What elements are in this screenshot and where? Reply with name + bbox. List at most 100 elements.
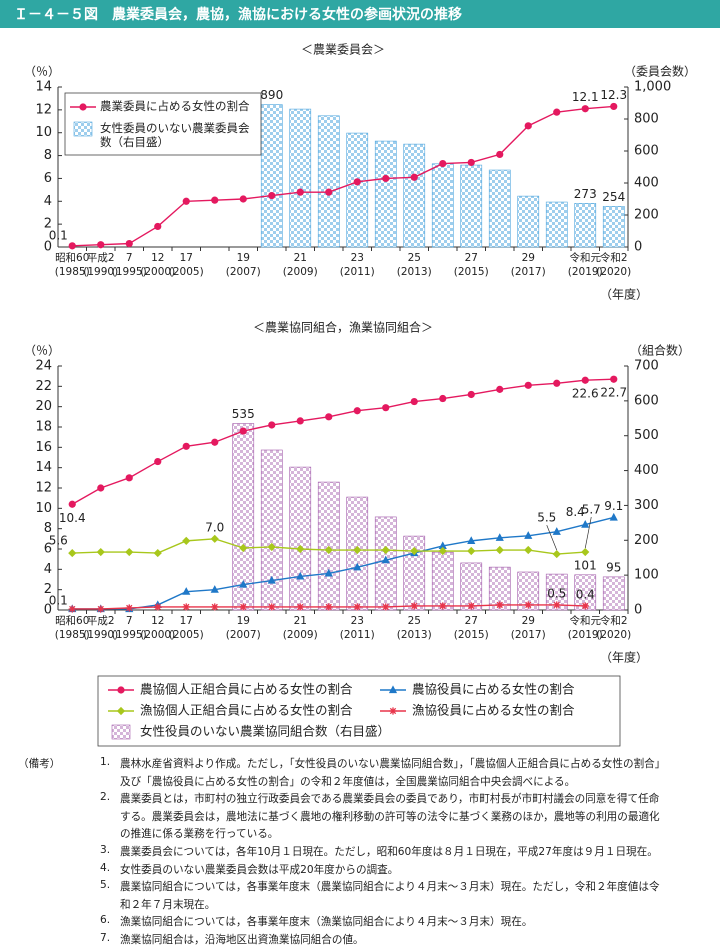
marker — [467, 158, 475, 167]
marker — [153, 548, 162, 558]
x-tick-label: 23 — [351, 252, 364, 264]
marker — [97, 241, 105, 249]
x-tick-sublabel: (2000) — [140, 266, 175, 278]
marker — [267, 575, 276, 584]
y2-tick-label: 200 — [634, 208, 659, 223]
x-tick-sublabel: (1985) — [55, 266, 90, 278]
marker — [439, 159, 447, 168]
marker — [496, 385, 504, 393]
marker — [552, 549, 561, 559]
marker — [467, 546, 476, 556]
marker — [495, 545, 504, 555]
y2-tick-label: 200 — [634, 533, 659, 548]
note-text: の推進に係る業務を行っている。 — [120, 828, 279, 841]
x-tick-sublabel: (2017) — [511, 629, 546, 641]
leader-line — [546, 524, 558, 551]
marker — [182, 603, 190, 611]
marker — [97, 484, 105, 492]
note-text: 和２年７月末現在。 — [120, 898, 216, 911]
x-tick-label: 7 — [126, 615, 133, 627]
x-tick-sublabel: (2013) — [397, 629, 432, 641]
data-label: 0.1 — [49, 228, 68, 242]
x-tick-label: 25 — [408, 615, 421, 627]
data-label: 95 — [606, 560, 621, 574]
marker — [182, 197, 190, 205]
legend-entry: 女性委員のいない農業委員会数（右目盛） — [100, 121, 250, 149]
marker — [382, 174, 390, 183]
marker — [581, 376, 589, 384]
legend-swatch — [73, 121, 93, 137]
data-label: 22.6 — [572, 387, 599, 401]
marker — [125, 547, 134, 557]
y-tick-label: 4 — [44, 562, 52, 577]
marker — [268, 603, 276, 611]
x-tick-label: 27 — [465, 615, 478, 627]
bar — [517, 571, 540, 611]
y-tick-label: 2 — [44, 217, 52, 232]
bar — [602, 206, 625, 248]
y2-tick-label: 300 — [634, 498, 659, 513]
legend-marker — [117, 686, 125, 694]
legend-entry: 農業委員に占める女性の割合 — [100, 99, 250, 113]
x-tick-sublabel: (2009) — [283, 629, 318, 641]
x-tick-sublabel: (1995) — [112, 266, 147, 278]
marker — [268, 191, 276, 200]
marker — [239, 579, 248, 588]
x-tick-sublabel: (2020) — [596, 629, 631, 641]
marker — [68, 242, 76, 250]
y2-tick-label: 700 — [634, 359, 659, 374]
x-tick-label: 7 — [126, 252, 133, 264]
data-label: 890 — [260, 88, 283, 102]
marker — [581, 602, 589, 610]
y2-tick-label: 1,000 — [634, 80, 671, 95]
x-tick-label: 昭和60 — [55, 615, 89, 627]
bar — [574, 203, 597, 248]
line — [72, 105, 614, 247]
y2-tick-label: 0 — [634, 603, 642, 618]
marker — [467, 390, 475, 399]
marker — [353, 562, 362, 571]
bar — [574, 574, 597, 611]
marker — [581, 105, 589, 113]
x-tick-sublabel: (2009) — [283, 266, 318, 278]
legend-box — [64, 92, 262, 156]
marker — [552, 527, 561, 535]
data-label: 12.1 — [572, 90, 599, 104]
marker — [68, 605, 76, 613]
x-tick-label: 19 — [237, 615, 250, 627]
x-tick-label: 29 — [522, 615, 535, 627]
y-tick-label: 24 — [35, 359, 52, 374]
x-tick-label: 29 — [522, 252, 535, 264]
marker — [125, 239, 133, 248]
legend-marker — [116, 706, 126, 716]
marker — [324, 568, 333, 577]
marker — [325, 413, 333, 421]
x-tick-sublabel: (2007) — [226, 266, 261, 278]
chart-subtitle: ＜農業協同組合，漁業協同組合＞ — [253, 320, 433, 335]
x-tick-sublabel: (2011) — [340, 266, 375, 278]
bar — [374, 516, 397, 611]
data-label: 273 — [574, 187, 597, 201]
bar — [403, 143, 426, 248]
title-bar — [0, 0, 720, 28]
marker — [239, 427, 247, 435]
y-tick-label: 8 — [44, 148, 52, 163]
y2-unit-label: （委員会数） — [624, 64, 696, 79]
marker — [154, 603, 162, 611]
marker — [182, 536, 191, 545]
x-tick-label: 21 — [294, 252, 307, 264]
marker — [239, 543, 248, 553]
marker — [438, 541, 447, 550]
x-tick-label: 昭和60 — [55, 252, 89, 264]
note-number: 1. — [100, 756, 111, 768]
marker — [609, 512, 618, 521]
x-tick-label: 12 — [151, 252, 164, 264]
legend-marker — [388, 685, 398, 694]
legend-marker — [389, 707, 397, 715]
data-label: 254 — [602, 190, 625, 204]
marker — [239, 195, 247, 203]
x-tick-sublabel: (1985) — [55, 629, 90, 641]
marker — [296, 544, 305, 554]
legend-label: 農業委員に占める女性の割合 — [100, 99, 250, 113]
